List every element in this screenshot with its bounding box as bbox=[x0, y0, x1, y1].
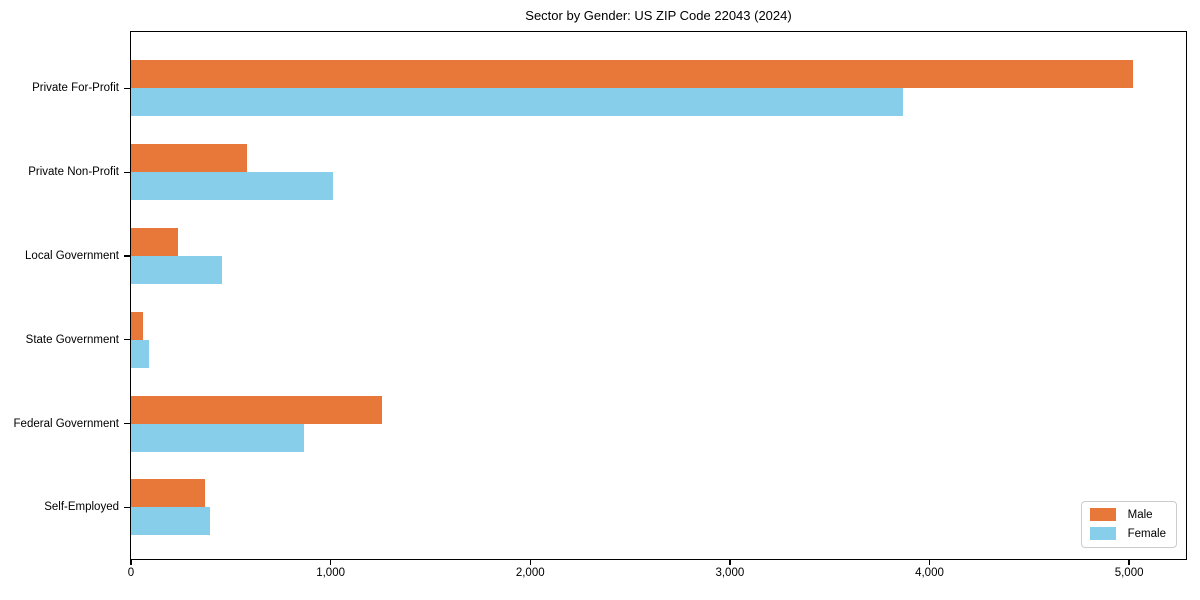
legend: Male Female bbox=[1080, 501, 1177, 548]
y-axis-category-label: Self-Employed bbox=[44, 501, 119, 514]
bar-female-private-for-profit bbox=[131, 88, 903, 117]
bar-male-self-employed bbox=[131, 479, 205, 508]
x-axis-tick bbox=[130, 559, 132, 565]
bar-female-local-government bbox=[131, 255, 222, 284]
bar-male-private-non-profit bbox=[131, 144, 247, 173]
x-axis-tick bbox=[529, 559, 531, 565]
y-axis-tick bbox=[124, 339, 131, 341]
y-axis-category-label: Local Government bbox=[25, 249, 119, 262]
plot-area: Male Female Private For-Profit Private Non… bbox=[14, 31, 1187, 579]
y-axis-category-label: Private For-Profit bbox=[32, 82, 119, 95]
legend-label-female: Female bbox=[1127, 527, 1166, 540]
y-axis-tick bbox=[124, 255, 131, 257]
x-axis-tick bbox=[1128, 559, 1130, 565]
x-axis-tick bbox=[928, 559, 931, 565]
bar-female-state-government bbox=[131, 339, 149, 368]
x-axis-tick bbox=[329, 559, 332, 565]
chart-title: Sector by Gender: US ZIP Code 22043 (202… bbox=[525, 8, 792, 23]
y-axis-category-label: Private Non-Profit bbox=[28, 166, 119, 179]
x-axis-tick-label: 0 bbox=[127, 567, 135, 579]
bar-female-self-employed bbox=[131, 507, 210, 536]
bar-male-private-for-profit bbox=[131, 60, 1134, 89]
y-axis-tick bbox=[124, 171, 131, 173]
y-axis-category-label: State Government bbox=[25, 333, 119, 346]
bar-female-federal-government bbox=[131, 423, 304, 452]
bar-male-state-government bbox=[131, 311, 143, 340]
legend-swatch-female bbox=[1089, 527, 1116, 540]
bar-male-federal-government bbox=[131, 395, 382, 424]
x-axis-tick-label: 5,000 bbox=[1114, 567, 1144, 579]
legend-item-male: Male bbox=[1089, 508, 1166, 521]
x-axis-tick-label: 3,000 bbox=[715, 567, 745, 579]
y-axis-tick bbox=[124, 506, 131, 508]
x-axis-tick bbox=[729, 559, 731, 565]
y-axis-category-label: Federal Government bbox=[13, 417, 119, 430]
y-axis-tick bbox=[124, 87, 131, 90]
x-axis-tick-label: 1,000 bbox=[316, 567, 345, 579]
x-axis-tick-label: 2,000 bbox=[515, 567, 545, 579]
bar-female-private-non-profit bbox=[131, 172, 333, 201]
bar-male-local-government bbox=[131, 227, 178, 256]
legend-label-male: Male bbox=[1127, 508, 1153, 521]
legend-item-female: Female bbox=[1089, 527, 1166, 540]
legend-swatch-male bbox=[1089, 508, 1116, 521]
x-axis-tick-label: 4,000 bbox=[915, 567, 944, 579]
y-axis-tick bbox=[124, 422, 131, 425]
